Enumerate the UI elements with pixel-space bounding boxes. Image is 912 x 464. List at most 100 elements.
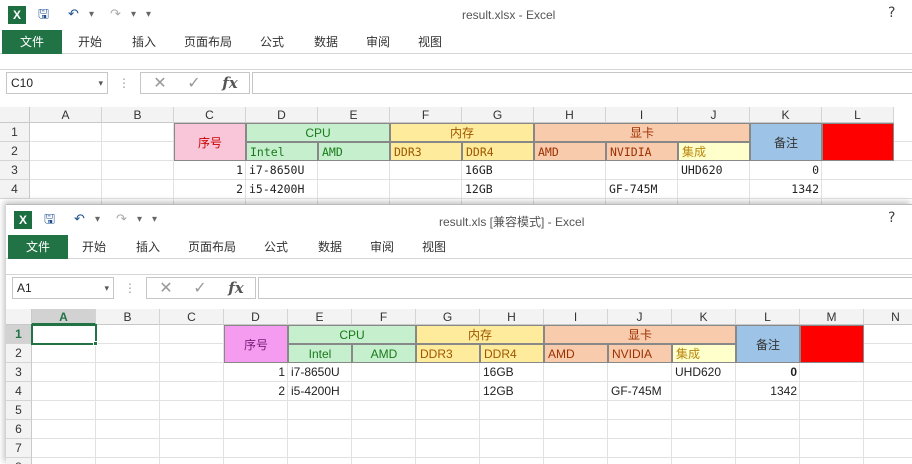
help-button[interactable]: ? — [888, 210, 896, 226]
insert-function-icon[interactable]: fx — [222, 74, 238, 92]
header-note[interactable]: 备注 — [750, 123, 822, 161]
undo-dropdown-icon[interactable]: ▾ — [95, 214, 101, 225]
cell-note[interactable]: 0 — [812, 163, 819, 177]
row-header-4[interactable]: 4 — [6, 382, 32, 401]
cancel-icon[interactable]: ✕ — [153, 73, 167, 92]
tab-home[interactable]: 开始 — [81, 240, 106, 254]
tab-page-layout[interactable]: 页面布局 — [187, 240, 236, 254]
tab-insert[interactable]: 插入 — [135, 240, 160, 254]
column-header-k[interactable]: K — [750, 107, 822, 123]
tab-file[interactable]: 文件 — [2, 30, 62, 54]
column-header-b[interactable]: B — [102, 107, 174, 123]
cell-nvidia[interactable]: GF-745M — [611, 384, 662, 398]
fill-handle[interactable] — [93, 341, 98, 346]
column-header-c[interactable]: C — [174, 107, 246, 123]
column-header-l[interactable]: L — [736, 309, 800, 325]
formula-input[interactable] — [258, 277, 912, 299]
column-header-k[interactable]: K — [672, 309, 736, 325]
redo-icon[interactable]: ↷ — [110, 7, 121, 22]
column-header-n[interactable]: N — [864, 309, 912, 325]
subheader-gpu-amd[interactable]: AMD — [544, 344, 608, 363]
column-header-c[interactable]: C — [160, 309, 224, 325]
tab-data[interactable]: 数据 — [317, 240, 342, 254]
tab-file[interactable]: 文件 — [8, 235, 68, 259]
column-header-e[interactable]: E — [318, 107, 390, 123]
cell-note[interactable]: 1342 — [770, 384, 797, 398]
tab-insert[interactable]: 插入 — [131, 35, 156, 49]
header-memory[interactable]: 内存 — [416, 325, 544, 344]
tab-review[interactable]: 审阅 — [365, 35, 390, 49]
cell-intel[interactable]: i7-8650U — [249, 163, 305, 177]
cell-seq[interactable]: 2 — [236, 182, 243, 196]
cell-integrated[interactable]: UHD620 — [675, 365, 722, 379]
header-gpu[interactable]: 显卡 — [534, 123, 750, 142]
column-header-g[interactable]: G — [462, 107, 534, 123]
cell-ddr4[interactable]: 16GB — [483, 365, 514, 379]
subheader-nvidia[interactable]: NVIDIA — [608, 344, 672, 363]
red-fill-cell[interactable] — [800, 325, 864, 363]
row-header-1[interactable]: 1 — [6, 325, 32, 344]
row-header-4[interactable]: 4 — [0, 180, 30, 199]
subheader-integrated[interactable]: 集成 — [678, 142, 750, 161]
name-box[interactable]: A1 ▾ — [12, 277, 114, 299]
cell-intel[interactable]: i5-4200H — [291, 384, 340, 398]
subheader-integrated[interactable]: 集成 — [672, 344, 736, 363]
column-header-e[interactable]: E — [288, 309, 352, 325]
column-header-j[interactable]: J — [608, 309, 672, 325]
header-seq[interactable]: 序号 — [224, 325, 288, 363]
column-header-i[interactable]: I — [544, 309, 608, 325]
tab-page-layout[interactable]: 页面布局 — [183, 35, 232, 49]
help-button[interactable]: ? — [888, 5, 896, 21]
worksheet-grid[interactable]: A B C D E F G H I J K L 1 2 3 4 序号 CPU 内存 显卡 备注 Intel AMD DDR3 D… — [0, 107, 912, 206]
column-header-g[interactable]: G — [416, 309, 480, 325]
undo-icon[interactable]: ↶ — [68, 7, 79, 22]
row-header-8[interactable]: 8 — [6, 458, 32, 464]
row-header-3[interactable]: 3 — [6, 363, 32, 382]
row-header-2[interactable]: 2 — [0, 142, 30, 161]
tab-formulas[interactable]: 公式 — [259, 35, 284, 49]
subheader-ddr4[interactable]: DDR4 — [480, 344, 544, 363]
cell-note[interactable]: 0 — [790, 365, 797, 379]
redo-icon[interactable]: ↷ — [116, 212, 127, 227]
row-header-1[interactable]: 1 — [0, 123, 30, 142]
cell-ddr4[interactable]: 12GB — [465, 182, 493, 196]
column-header-d[interactable]: D — [224, 309, 288, 325]
column-header-d[interactable]: D — [246, 107, 318, 123]
customize-quick-access-icon[interactable]: ▾ — [146, 9, 152, 20]
cell-intel[interactable]: i7-8650U — [291, 365, 340, 379]
select-all-corner[interactable] — [0, 107, 30, 123]
subheader-gpu-amd[interactable]: AMD — [534, 142, 606, 161]
enter-icon[interactable]: ✓ — [193, 278, 207, 297]
customize-quick-access-icon[interactable]: ▾ — [152, 214, 158, 225]
subheader-ddr3[interactable]: DDR3 — [416, 344, 480, 363]
tab-home[interactable]: 开始 — [77, 35, 102, 49]
subheader-nvidia[interactable]: NVIDIA — [606, 142, 678, 161]
subheader-intel[interactable]: Intel — [288, 344, 352, 363]
cell-integrated[interactable]: UHD620 — [681, 163, 723, 177]
tab-view[interactable]: 视图 — [417, 35, 442, 49]
redo-dropdown-icon[interactable]: ▾ — [137, 214, 143, 225]
column-header-a[interactable]: A — [32, 309, 96, 325]
cell-nvidia[interactable]: GF-745M — [609, 182, 658, 196]
column-header-h[interactable]: H — [480, 309, 544, 325]
name-box[interactable]: C10 ▾ — [6, 72, 108, 94]
header-cpu[interactable]: CPU — [288, 325, 416, 344]
cell-seq[interactable]: 1 — [236, 163, 243, 177]
cell-intel[interactable]: i5-4200H — [249, 182, 305, 196]
undo-icon[interactable]: ↶ — [74, 212, 85, 227]
undo-dropdown-icon[interactable]: ▾ — [89, 9, 95, 20]
name-box-dropdown-icon[interactable]: ▾ — [98, 78, 103, 88]
row-header-5[interactable]: 5 — [6, 401, 32, 420]
row-header-3[interactable]: 3 — [0, 161, 30, 180]
insert-function-icon[interactable]: fx — [228, 279, 244, 297]
save-icon[interactable]: 🖫 — [38, 7, 50, 22]
subheader-amd[interactable]: AMD — [352, 344, 416, 363]
tab-review[interactable]: 审阅 — [369, 240, 394, 254]
tab-formulas[interactable]: 公式 — [263, 240, 288, 254]
active-cell-a1[interactable] — [31, 324, 97, 345]
enter-icon[interactable]: ✓ — [187, 73, 201, 92]
save-icon[interactable]: 🖫 — [44, 212, 56, 227]
cell-note[interactable]: 1342 — [791, 182, 819, 196]
column-header-m[interactable]: M — [800, 309, 864, 325]
worksheet-grid[interactable]: ABCDEFGHIJKLMN12345678序号CPU内存显卡备注IntelAM… — [6, 309, 912, 464]
